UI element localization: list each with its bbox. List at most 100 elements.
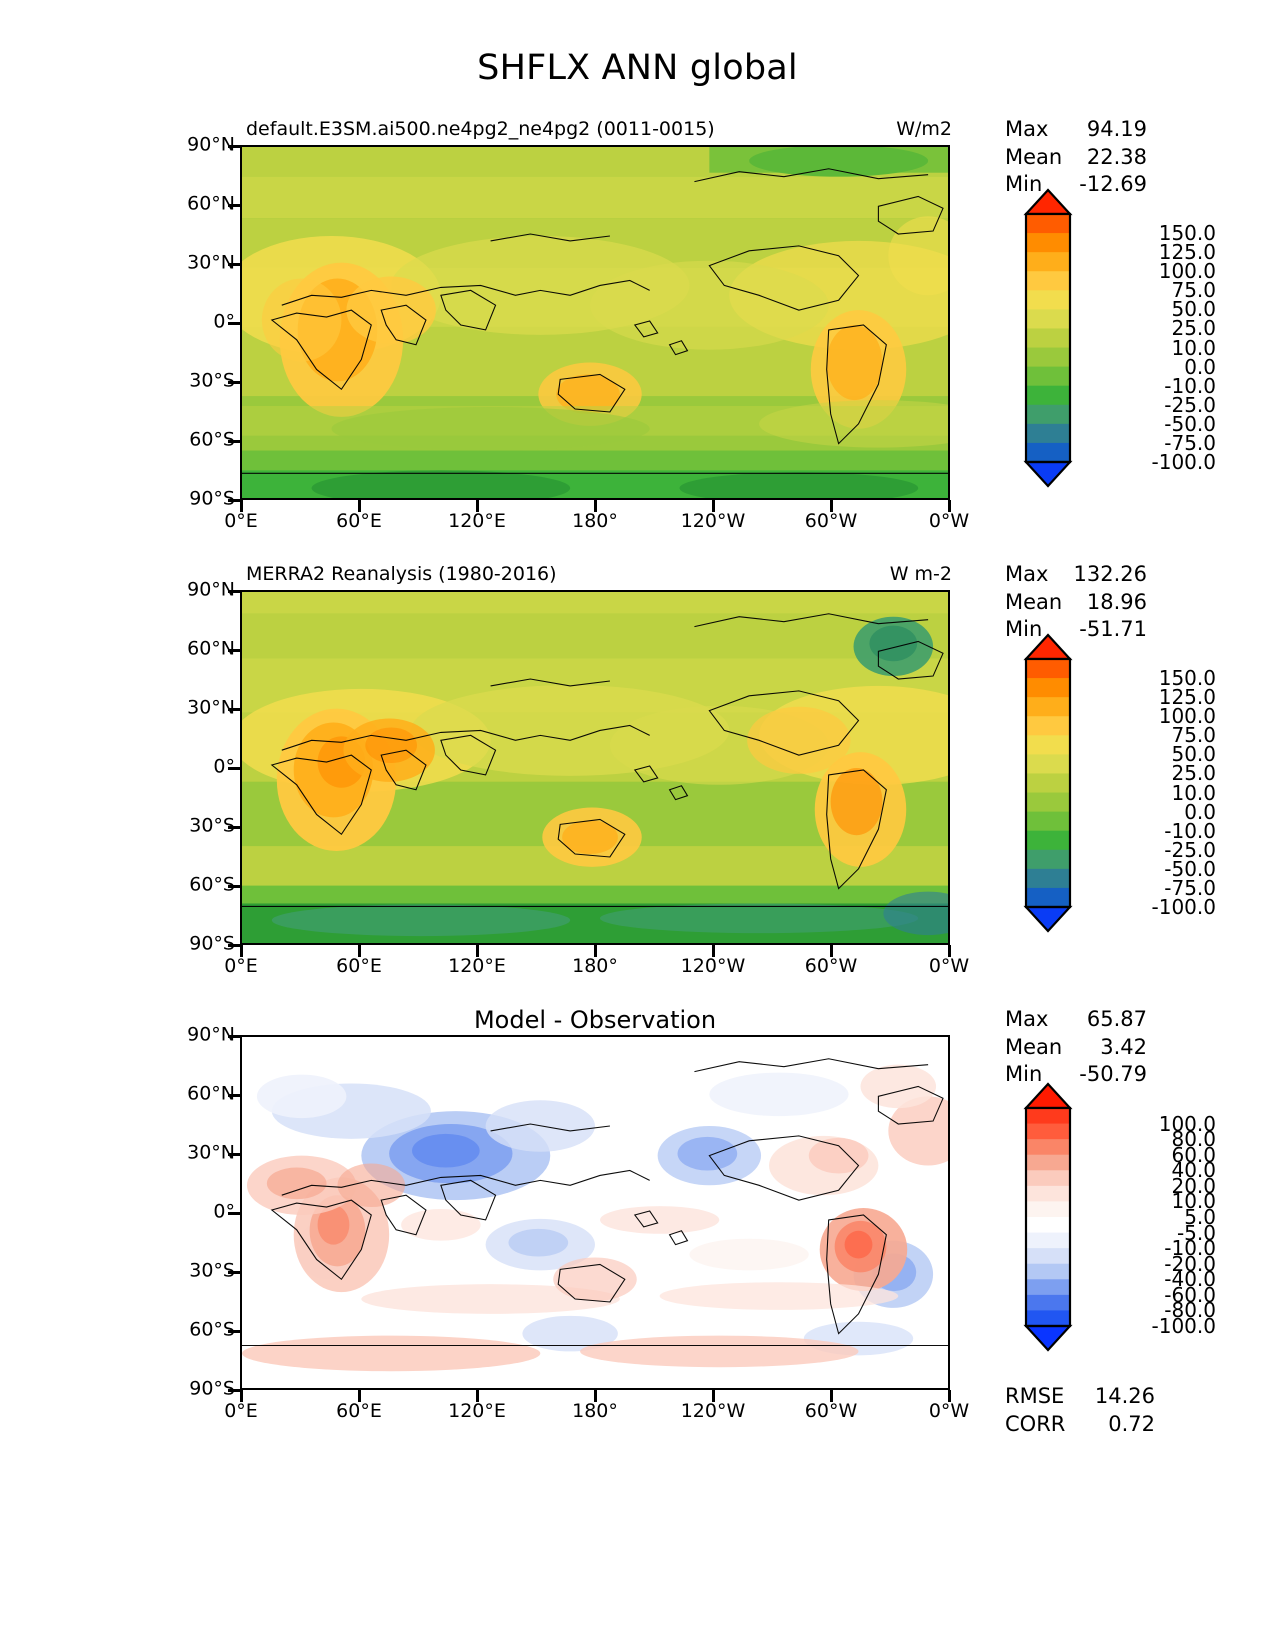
x-tick-label: 120°W	[680, 510, 746, 532]
colorbar-tick-label: -10.0	[1164, 373, 1216, 398]
colorbar-observation-svg	[1023, 633, 1073, 933]
colorbar-tick-label: 125.0	[1158, 685, 1216, 710]
map-difference	[240, 1035, 950, 1390]
y-tick-label: 30°S	[189, 814, 235, 837]
stat-label: Max	[1005, 562, 1049, 586]
y-tick-label: 60°N	[187, 637, 235, 660]
y-tick-label: 90°S	[189, 1377, 235, 1400]
y-tick-label: 60°N	[187, 1082, 235, 1105]
x-tick-label: 180°	[572, 510, 618, 532]
figure-title: SHFLX ANN global	[477, 48, 798, 88]
x-tick-label: 120°E	[448, 955, 506, 977]
y-tick-label: 90°N	[187, 578, 235, 601]
colorbar-tick-label: -25.0	[1164, 837, 1216, 862]
stat-value: 18.96	[1086, 589, 1147, 614]
stat-label: Mean	[1005, 1034, 1063, 1059]
stat-value: 94.19	[1086, 117, 1147, 141]
y-tick-label: 90°N	[187, 133, 235, 156]
x-tick-label: 0°W	[928, 510, 970, 532]
colorbar-tick-label: 150.0	[1158, 666, 1216, 691]
colorbar-tick-label: 80.0	[1171, 1127, 1216, 1152]
map-difference-svg	[242, 1037, 948, 1388]
colorbar-tick-label: 20.0	[1171, 1173, 1216, 1198]
colorbar-tick-label: 100.0	[1158, 1111, 1216, 1136]
stat-value: -12.69	[1079, 172, 1147, 197]
colorbar-observation: 150.0 125.0 100.0 75.0 50.0 25.0 10.0 0.0 -10.0-…	[1012, 633, 1262, 933]
colorbar-tick-label: -50.0	[1164, 856, 1216, 881]
colorbar-tick-label: -40.0	[1164, 1267, 1216, 1292]
map-observation	[240, 590, 950, 945]
y-tick-label: 30°S	[189, 1259, 235, 1282]
y-tick-label: 0°	[213, 1200, 235, 1223]
stat-label: Min	[1005, 1062, 1043, 1087]
y-tick-label: 60°S	[189, 873, 235, 896]
colorbar-tick-label: 0.0	[1184, 354, 1216, 379]
panel-difference-title: Model - Observation	[473, 1006, 717, 1034]
colorbar-tick-label: 75.0	[1171, 278, 1216, 303]
y-tick-label: 30°N	[187, 696, 235, 719]
stat-value: -51.71	[1079, 617, 1147, 642]
colorbar-tick-label: -100.0	[1151, 450, 1216, 474]
colorbar-tick-label: -100.0	[1151, 1314, 1216, 1338]
x-tick-label: 60°W	[804, 955, 858, 977]
x-tick-label: 0°W	[928, 955, 970, 977]
colorbar-tick-label: 100.0	[1158, 704, 1216, 729]
colorbar-tick-label: -80.0	[1164, 1298, 1216, 1323]
colorbar-tick-label: -5.0	[1176, 1220, 1216, 1245]
footer-stat-label: RMSE	[1005, 1384, 1065, 1408]
colorbar-tick-label: 60.0	[1171, 1142, 1216, 1167]
panel-model-header-left: default.E3SM.ai500.ne4pg2_ne4pg2 (0011-0…	[246, 118, 715, 140]
stats-difference: Max 65.87 Mean 3.42 Min -50.79	[1005, 1006, 1147, 1089]
x-tick-label: 180°	[572, 955, 618, 977]
y-tick-label: 60°N	[187, 192, 235, 215]
stat-label: Max	[1005, 117, 1049, 141]
footer-stats-difference: RMSE 14.26 CORR 0.72	[1005, 1383, 1155, 1438]
colorbar-tick-label: 50.0	[1171, 742, 1216, 767]
x-tick-label: 0°E	[224, 510, 258, 532]
panel-observation-header-left: MERRA2 Reanalysis (1980-2016)	[246, 563, 557, 585]
x-tick-label: 60°E	[336, 955, 382, 977]
colorbar-tick-label: -10.0	[1164, 1236, 1216, 1261]
y-tick-label: 90°S	[189, 932, 235, 955]
stat-label: Mean	[1005, 589, 1063, 614]
y-tick-label: 30°N	[187, 1141, 235, 1164]
y-tick-label: 30°N	[187, 251, 235, 274]
colorbar-tick-label: 25.0	[1171, 761, 1216, 786]
colorbar-tick-label: 5.0	[1184, 1205, 1216, 1229]
colorbar-tick-label: -20.0	[1164, 1251, 1216, 1276]
stat-value: 3.42	[1100, 1034, 1147, 1059]
colorbar-difference-svg	[1023, 1082, 1073, 1352]
y-tick-label: 30°S	[189, 369, 235, 392]
stat-label: Max	[1005, 1007, 1049, 1031]
colorbar-tick-label: 100.0	[1158, 259, 1216, 284]
x-tick-label: 120°E	[448, 1400, 506, 1422]
colorbar-difference: 100.0 80.0 60.0 40.0 20.0 10.0 5.0 -5.0 -10.0 -20…	[1012, 1082, 1262, 1382]
colorbar-tick-label: -100.0	[1151, 895, 1216, 919]
colorbar-tick-label: -50.0	[1164, 411, 1216, 436]
x-tick-label: 120°W	[680, 955, 746, 977]
colorbar-tick-label: 75.0	[1171, 723, 1216, 748]
colorbar-tick-label: 10.0	[1171, 335, 1216, 360]
x-tick-label: 60°W	[804, 1400, 858, 1422]
stat-value: 132.26	[1073, 562, 1147, 586]
stats-observation: Max 132.26 Mean 18.96 Min -51.71	[1005, 561, 1147, 644]
colorbar-tick-label: -60.0	[1164, 1282, 1216, 1307]
colorbar-tick-label: 50.0	[1171, 297, 1216, 322]
colorbar-tick-label: 10.0	[1171, 1189, 1216, 1214]
colorbar-tick-label: 25.0	[1171, 316, 1216, 341]
colorbar-tick-label: 125.0	[1158, 240, 1216, 265]
stat-value: 65.87	[1086, 1007, 1147, 1031]
map-observation-svg	[242, 592, 948, 943]
stat-label: Min	[1005, 172, 1043, 197]
panel-model-units: W/m2	[896, 118, 952, 140]
stat-value: 22.38	[1086, 144, 1147, 169]
colorbar-model: 150.0 125.0 100.0 75.0 50.0 25.0 10.0 0.0 -10.0-…	[1012, 188, 1262, 488]
x-tick-label: 0°W	[928, 1400, 970, 1422]
x-tick-label: 60°E	[336, 1400, 382, 1422]
colorbar-tick-label: 40.0	[1171, 1158, 1216, 1183]
colorbar-model-svg	[1023, 188, 1073, 488]
stat-label: Mean	[1005, 144, 1063, 169]
y-tick-label: 0°	[213, 310, 235, 333]
y-tick-label: 90°N	[187, 1023, 235, 1046]
y-tick-label: 60°S	[189, 428, 235, 451]
